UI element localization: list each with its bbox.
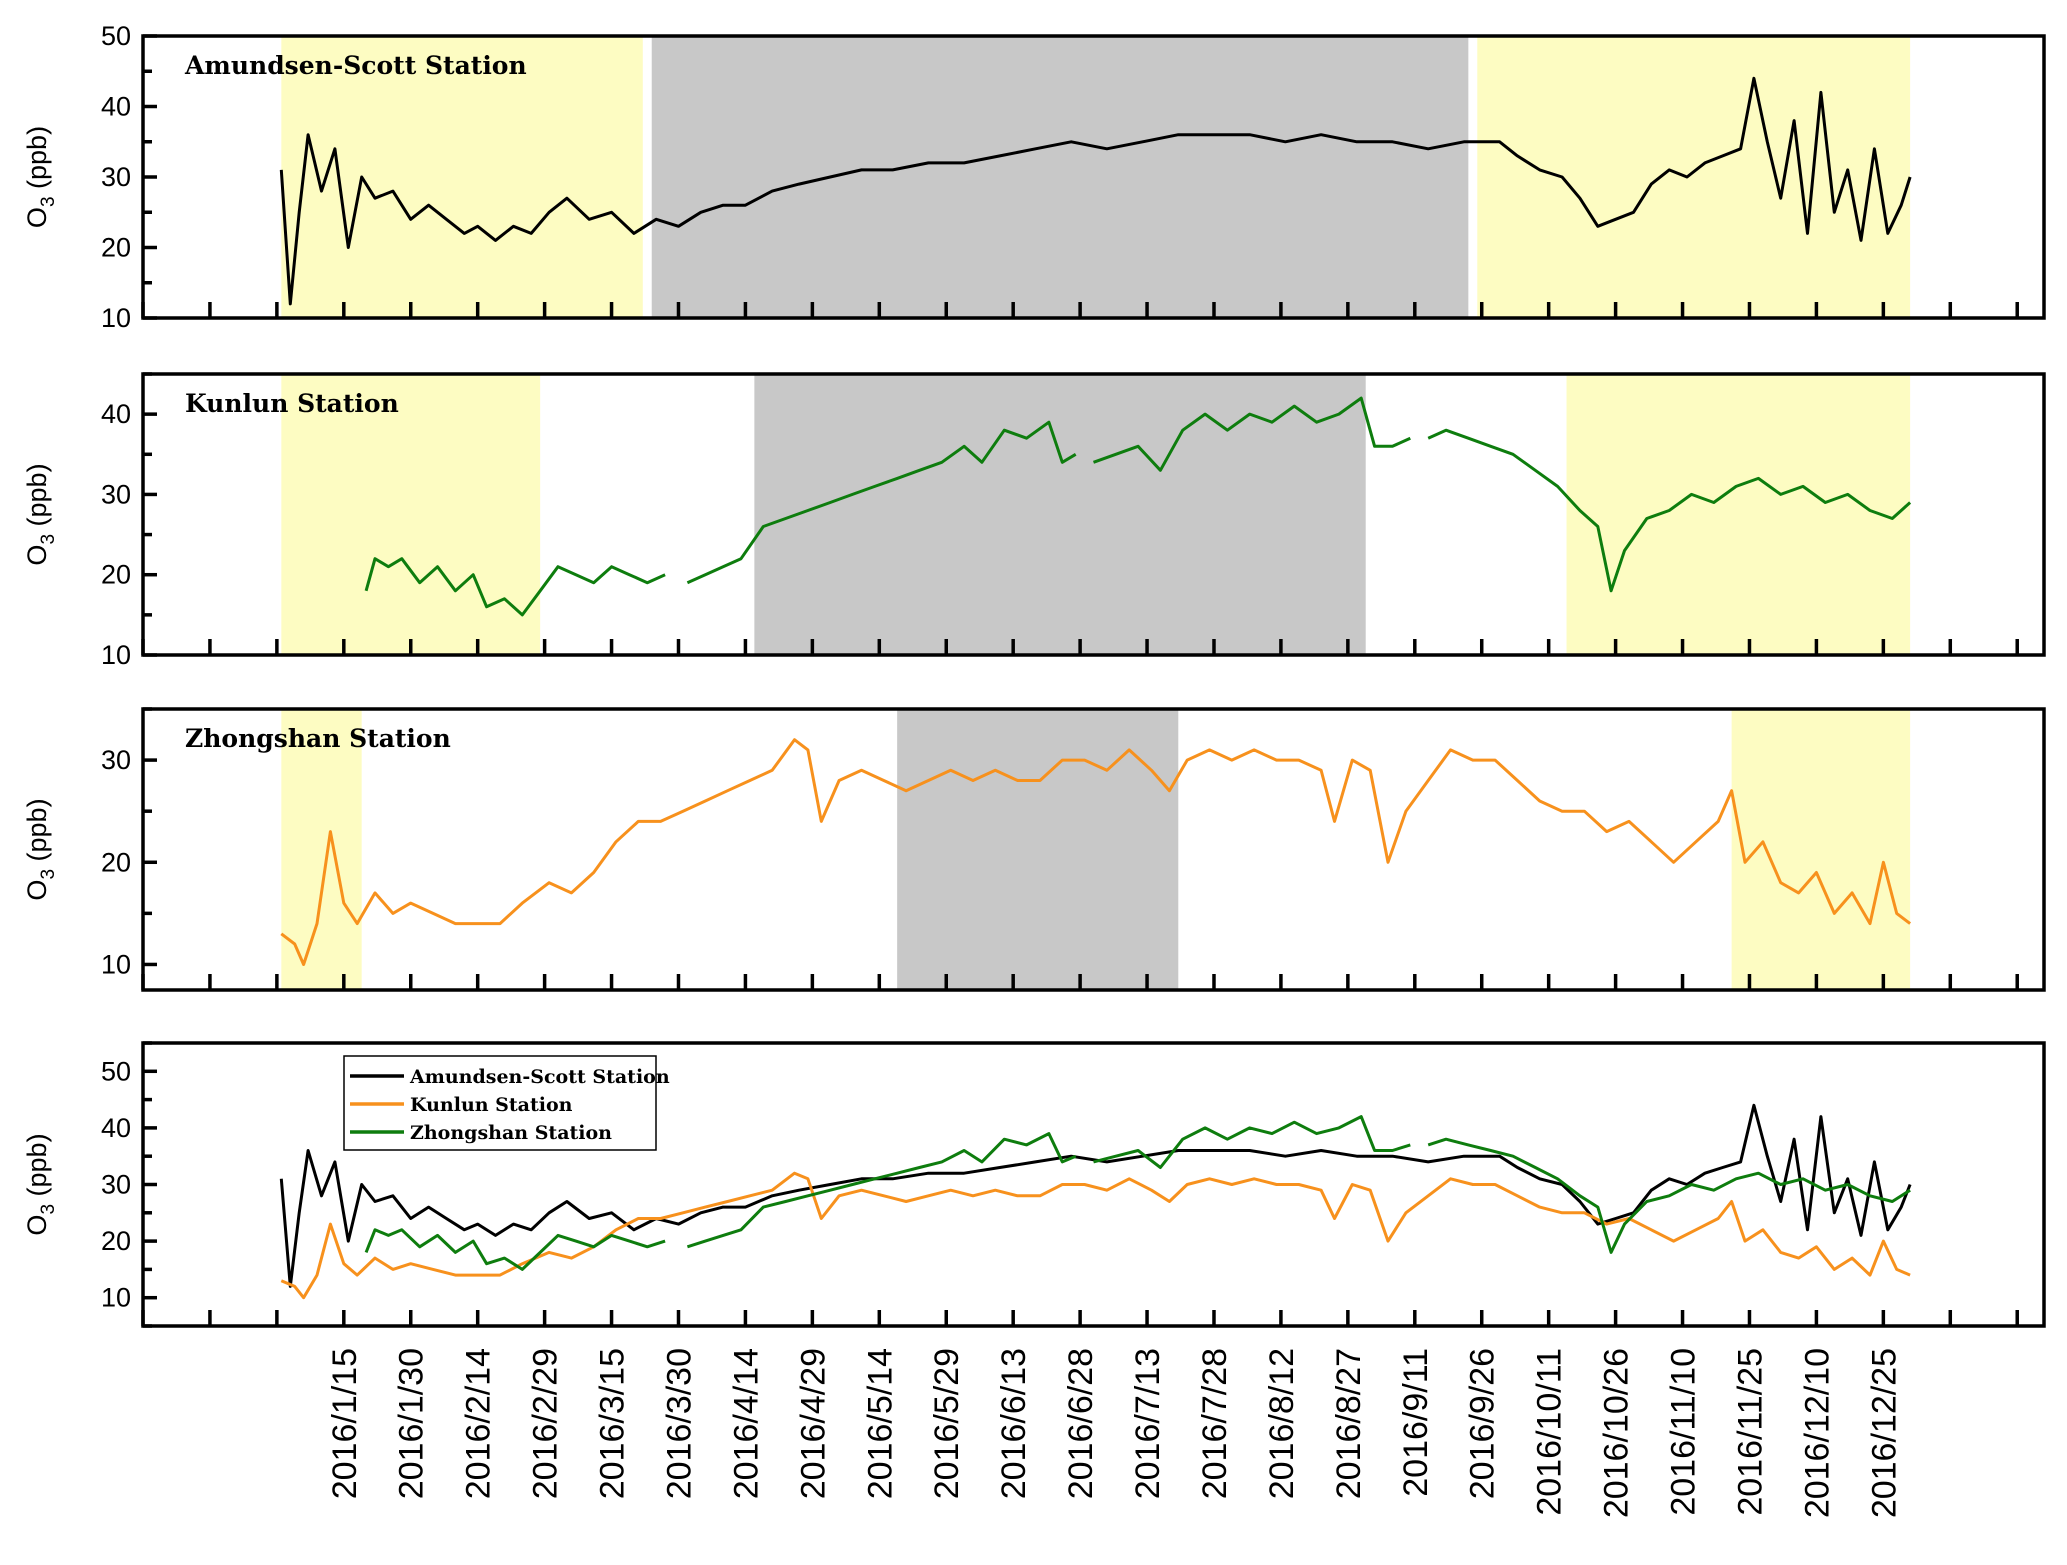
x-tick-label: 2016/4/14	[727, 1348, 765, 1499]
panel-title: Amundsen-Scott Station	[184, 51, 527, 80]
x-tick-label: 2016/2/29	[527, 1348, 565, 1499]
x-tick-label: 2016/1/15	[326, 1348, 364, 1499]
y-tick-label: 10	[101, 640, 131, 670]
x-tick-label: 2016/10/26	[1598, 1348, 1636, 1518]
shade-band-1	[281, 36, 643, 318]
y-tick-label: 40	[101, 399, 131, 429]
panel-title: Zhongshan Station	[185, 724, 451, 753]
x-tick-label: 2016/12/10	[1798, 1348, 1836, 1518]
shade-band-2	[897, 709, 1179, 990]
x-tick-label: 2016/8/12	[1263, 1348, 1301, 1499]
x-tick-label: 2016/11/10	[1665, 1348, 1703, 1516]
shade-band-3	[1477, 36, 1911, 318]
series-line-2	[280, 1171, 1911, 1300]
y-tick-label: 20	[101, 233, 131, 263]
shade-band-2	[651, 36, 1469, 318]
series-line-3	[364, 1115, 1911, 1271]
x-tick-label: 2016/11/25	[1731, 1348, 1769, 1516]
shade-band-3	[1566, 374, 1911, 655]
x-tick-label: 2016/3/30	[660, 1348, 698, 1499]
legend-label: Kunlun Station	[410, 1094, 573, 1116]
y-tick-label: 50	[101, 1056, 131, 1086]
series-line-1	[280, 738, 1912, 966]
y-axis-title: O3 (ppb)	[22, 1133, 59, 1235]
x-tick-label: 2016/5/14	[861, 1348, 899, 1499]
plot-frame	[141, 707, 2046, 992]
x-tick-label: 2016/4/29	[794, 1348, 832, 1499]
x-tick-label: 2016/9/26	[1464, 1348, 1502, 1499]
x-tick-label: 2016/7/28	[1196, 1348, 1234, 1499]
shade-band-2	[754, 374, 1366, 655]
x-tick-label: 2016/6/28	[1062, 1348, 1100, 1499]
shade-band-1	[281, 374, 541, 655]
y-tick-label: 10	[101, 949, 131, 979]
y-tick-label: 10	[101, 1283, 131, 1313]
y-tick-label: 20	[101, 847, 131, 877]
y-tick-label: 50	[101, 21, 131, 51]
x-tick-label: 2016/9/11	[1397, 1348, 1435, 1497]
panel-title: Kunlun Station	[185, 389, 399, 418]
series-line-1	[279, 1103, 1912, 1288]
legend: Amundsen-Scott Station Kunlun Station Zhon…	[343, 1055, 670, 1151]
y-tick-label: 40	[101, 92, 131, 122]
shade-band-3	[1731, 709, 1911, 990]
x-tick-label: 2016/2/14	[460, 1348, 498, 1499]
x-tick-label: 2016/3/15	[594, 1348, 632, 1499]
series-line-1	[364, 396, 1912, 617]
y-tick-label: 30	[101, 479, 131, 509]
series-line-1	[279, 76, 1912, 306]
x-tick-label: 2016/12/25	[1865, 1348, 1903, 1518]
legend-label: Amundsen-Scott Station	[409, 1066, 670, 1088]
y-tick-label: 20	[101, 560, 131, 590]
y-axis-title: O3 (ppb)	[22, 126, 59, 228]
panel-3: 10 20 30 O3 (ppb) Zhongshan Station	[22, 707, 2046, 992]
y-tick-label: 10	[101, 303, 131, 333]
y-tick-label: 30	[101, 745, 131, 775]
x-tick-label: 2016/10/11	[1531, 1348, 1569, 1516]
x-tick-label: 2016/1/30	[393, 1348, 431, 1499]
x-tick-labels: 2016/1/15 2016/1/30 2016/2/14 2016/2/29 2016…	[326, 1348, 1904, 1518]
y-tick-label: 30	[101, 1170, 131, 1200]
y-tick-label: 40	[101, 1113, 131, 1143]
y-axis-title: O3 (ppb)	[22, 798, 59, 900]
panel-4: 10 20 30 40 50 O3 (ppb) Amundsen-Scott Station…	[22, 1041, 2046, 1328]
y-tick-label: 30	[101, 162, 131, 192]
x-tick-label: 2016/5/29	[928, 1348, 966, 1499]
x-tick-label: 2016/6/13	[995, 1348, 1033, 1499]
x-tick-label: 2016/7/13	[1129, 1348, 1167, 1499]
y-tick-label: 20	[101, 1226, 131, 1256]
y-axis-title: O3 (ppb)	[22, 463, 59, 565]
legend-label: Zhongshan Station	[410, 1122, 612, 1144]
plot-frame	[141, 372, 2046, 657]
x-tick-label: 2016/8/27	[1330, 1348, 1368, 1499]
panel-2: 10 20 30 40 O3 (ppb) Kunlun Station	[22, 372, 2046, 670]
panel-1: 10 20 30 40 50 O3 (ppb) Amundsen-Scott Station	[22, 21, 2046, 333]
